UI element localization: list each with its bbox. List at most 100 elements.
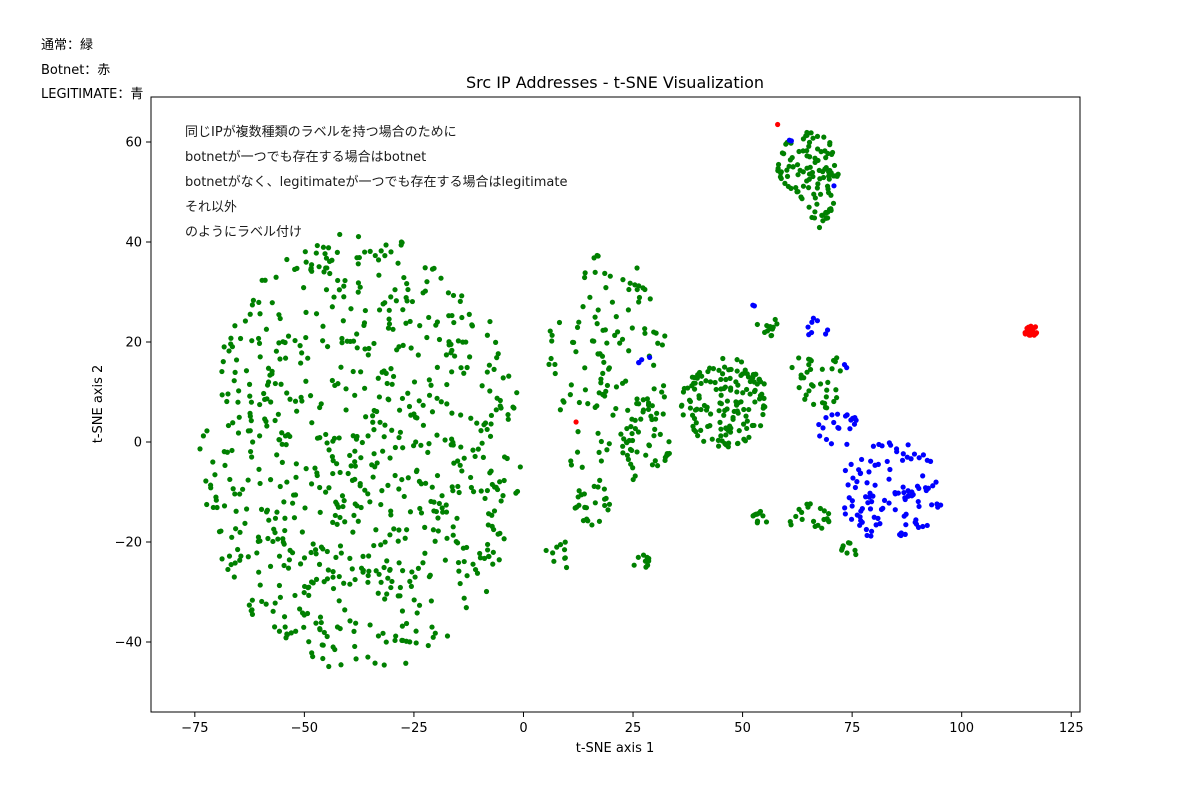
point-normal (491, 366, 497, 372)
point-normal (517, 464, 523, 470)
point-normal (378, 501, 384, 508)
point-normal (468, 474, 474, 481)
point-normal (396, 407, 403, 413)
point-normal (574, 449, 581, 455)
point-normal (728, 387, 734, 393)
point-normal (491, 508, 498, 514)
point-normal (772, 316, 778, 323)
point-normal (392, 444, 398, 451)
point-normal (358, 455, 364, 461)
point-normal (435, 528, 441, 534)
point-normal (814, 133, 821, 139)
point-legitimate (867, 506, 874, 512)
point-normal (277, 594, 283, 600)
point-normal (726, 367, 732, 373)
point-normal (375, 257, 382, 263)
point-normal (490, 561, 496, 567)
point-normal (450, 524, 456, 530)
point-normal (718, 376, 724, 383)
point-normal (654, 463, 661, 469)
point-normal (284, 390, 290, 396)
point-normal (562, 555, 568, 561)
point-normal (614, 329, 621, 335)
point-normal (631, 562, 637, 568)
point-normal (823, 164, 829, 171)
point-normal (718, 426, 724, 432)
point-normal (275, 411, 281, 417)
point-normal (500, 493, 506, 499)
point-normal (303, 466, 309, 472)
point-normal (795, 188, 801, 195)
point-normal (483, 588, 490, 595)
point-normal (323, 287, 330, 293)
point-normal (635, 554, 641, 560)
point-normal (497, 479, 503, 485)
point-normal (802, 396, 808, 402)
point-normal (304, 610, 311, 617)
point-normal (736, 428, 742, 434)
point-normal (604, 340, 610, 346)
point-normal (312, 547, 319, 553)
point-normal (317, 484, 323, 491)
point-normal (495, 531, 501, 537)
point-normal (470, 447, 476, 453)
point-normal (469, 323, 476, 329)
y-tick-label: 40 (125, 236, 142, 251)
point-normal (256, 340, 263, 346)
point-normal (324, 576, 331, 582)
point-normal (342, 519, 348, 525)
point-normal (723, 376, 729, 383)
point-normal (426, 574, 432, 580)
point-normal (299, 350, 305, 356)
point-normal (409, 569, 415, 575)
point-normal (303, 309, 309, 315)
point-normal (229, 447, 235, 454)
point-normal (425, 642, 431, 649)
point-normal (695, 433, 701, 439)
point-normal (365, 572, 371, 579)
point-normal (455, 338, 461, 344)
point-normal (625, 407, 631, 413)
x-tick-label: −25 (400, 721, 427, 736)
point-normal (411, 379, 418, 385)
point-normal (788, 522, 794, 528)
point-normal (825, 215, 831, 221)
point-normal (632, 426, 638, 432)
point-normal (302, 249, 308, 255)
point-normal (602, 502, 608, 509)
point-normal (306, 639, 312, 645)
point-normal (603, 285, 609, 291)
point-normal (653, 330, 659, 336)
point-normal (225, 422, 232, 429)
point-normal (694, 375, 700, 381)
point-normal (228, 335, 234, 341)
point-normal (354, 255, 360, 261)
point-legitimate (920, 473, 926, 479)
chart-title: Src IP Addresses - t-SNE Visualization (466, 73, 764, 92)
point-normal (575, 494, 581, 500)
point-normal (308, 549, 314, 556)
point-normal (806, 143, 812, 149)
point-normal (382, 253, 388, 259)
point-normal (274, 509, 280, 515)
point-legitimate (858, 456, 865, 463)
point-normal (415, 352, 421, 358)
point-legitimate (922, 485, 929, 491)
point-normal (360, 567, 366, 573)
point-normal (556, 319, 563, 326)
point-normal (317, 626, 323, 632)
point-normal (698, 427, 704, 433)
point-normal (317, 404, 323, 411)
point-normal (812, 155, 818, 161)
point-normal (373, 568, 379, 574)
point-normal (342, 277, 348, 284)
point-legitimate (859, 506, 865, 512)
point-normal (232, 491, 238, 497)
point-legitimate (900, 451, 906, 457)
point-normal (600, 370, 606, 376)
point-normal (430, 527, 436, 533)
point-normal (270, 538, 276, 545)
point-normal (551, 558, 557, 564)
point-normal (627, 280, 633, 286)
point-normal (348, 306, 354, 312)
